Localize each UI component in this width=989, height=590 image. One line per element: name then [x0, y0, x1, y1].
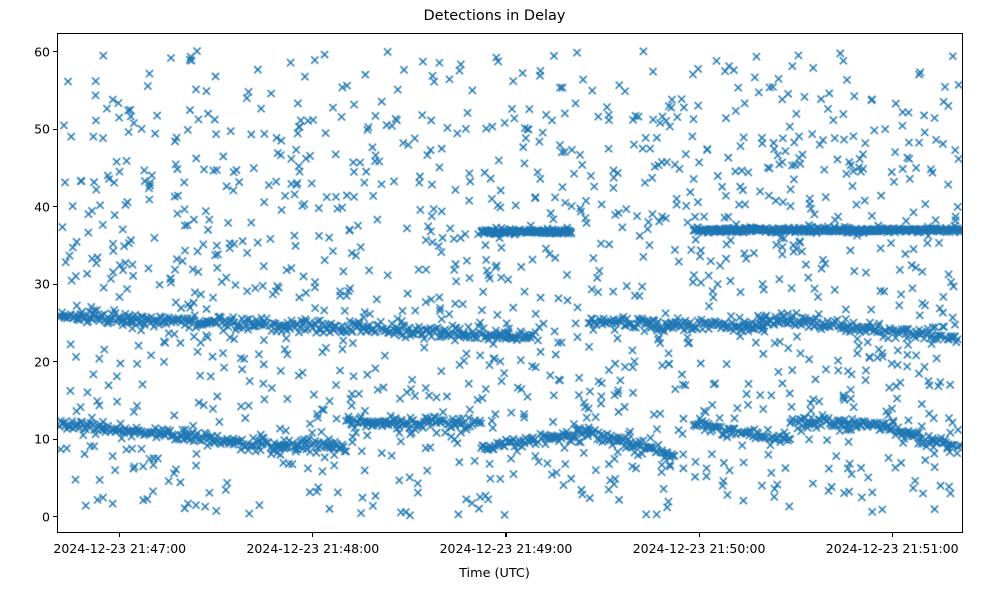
scatter-plot-canvas — [58, 34, 962, 532]
y-tick-label: 30 — [34, 276, 50, 292]
y-tick-mark — [53, 283, 57, 285]
y-tick-mark — [53, 361, 57, 363]
page-title: Detections in Delay — [423, 8, 566, 24]
plot-area — [57, 33, 963, 533]
y-tick-label: 50 — [34, 121, 50, 137]
x-tick-label: 2024-12-23 21:51:00 — [825, 541, 959, 556]
y-tick-mark — [53, 128, 57, 130]
y-tick-label: 40 — [34, 199, 50, 215]
x-tick-label: 2024-12-23 21:49:00 — [439, 541, 573, 556]
x-tick-mark — [698, 533, 700, 537]
y-tick-label: 10 — [34, 431, 50, 447]
x-tick-mark — [312, 533, 314, 537]
x-axis-label: Time (UTC) — [459, 566, 530, 581]
x-tick-label: 2024-12-23 21:50:00 — [632, 541, 766, 556]
y-tick-label: 60 — [34, 44, 50, 60]
x-tick-mark — [505, 533, 507, 537]
y-tick-mark — [53, 516, 57, 518]
y-tick-label: 0 — [42, 509, 50, 525]
x-tick-label: 2024-12-23 21:48:00 — [246, 541, 380, 556]
y-tick-mark — [53, 438, 57, 440]
y-tick-mark — [53, 206, 57, 208]
x-tick-label: 2024-12-23 21:47:00 — [53, 541, 187, 556]
x-tick-mark — [119, 533, 121, 537]
x-tick-mark — [891, 533, 893, 537]
y-tick-label: 20 — [34, 354, 50, 370]
y-tick-mark — [53, 51, 57, 53]
